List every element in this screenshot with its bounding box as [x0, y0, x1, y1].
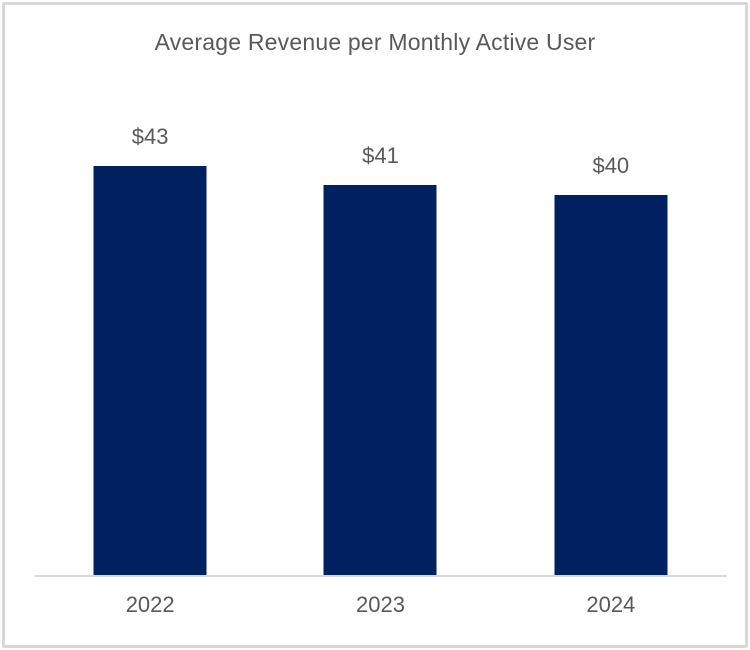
x-axis-label: 2024: [586, 592, 636, 617]
x-axis-label: 2022: [125, 592, 175, 617]
plot-area: $43 $41 $40: [35, 124, 726, 577]
bar-value-label: $41: [362, 143, 399, 168]
bar-value-label: $40: [592, 153, 630, 178]
bar: [554, 195, 668, 577]
x-axis-label: 2023: [356, 592, 405, 617]
chart-title: Average Revenue per Monthly Active User: [154, 29, 596, 55]
bar-value-label: $43: [131, 124, 169, 149]
bar-group: $43: [35, 124, 265, 577]
x-axis-line: [35, 575, 727, 577]
bar: [323, 185, 437, 577]
bar: [93, 166, 207, 577]
bar-group: $41: [265, 143, 495, 577]
bar-group: $40: [496, 147, 726, 577]
x-axis-labels: 2022 2023 2024: [35, 591, 726, 621]
